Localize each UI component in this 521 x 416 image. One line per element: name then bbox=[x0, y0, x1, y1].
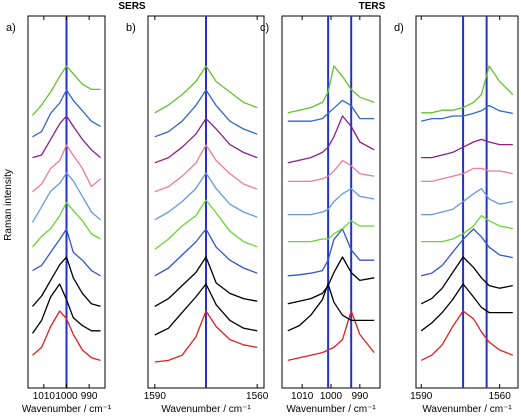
spectrum-trace-1 bbox=[287, 310, 375, 362]
spectrum-trace-2 bbox=[287, 283, 375, 332]
panel-frame bbox=[415, 15, 519, 389]
spectrum-trace-3 bbox=[32, 256, 101, 308]
x-tick-label: 1010 bbox=[33, 391, 56, 402]
spectrum-trace-9 bbox=[154, 89, 258, 138]
spectrum-trace-8 bbox=[32, 115, 101, 159]
spectrum-trace-10 bbox=[32, 65, 101, 116]
x-tick-label: 1590 bbox=[410, 391, 433, 402]
x-tick-label: 1000 bbox=[55, 391, 78, 402]
x-tick-label: 990 bbox=[81, 391, 98, 402]
spectrum-trace-3 bbox=[420, 256, 513, 305]
spectrum-trace-4 bbox=[287, 228, 375, 277]
spectrum-trace-10 bbox=[154, 65, 258, 114]
spectrum-trace-3 bbox=[287, 256, 375, 305]
spectrum-trace-4 bbox=[154, 228, 258, 277]
spectrum-trace-1 bbox=[420, 310, 514, 361]
spectrum-trace-1 bbox=[154, 310, 258, 363]
x-axis-label: Wavenumber / cm⁻¹ bbox=[422, 404, 512, 415]
x-tick-label: 1590 bbox=[144, 391, 167, 402]
x-tick-label: 1010 bbox=[291, 391, 314, 402]
y-axis-label: Raman intensity bbox=[3, 169, 14, 241]
spectrum-trace-6 bbox=[421, 187, 513, 216]
panel-label: d) bbox=[394, 22, 404, 34]
spectrum-trace-7 bbox=[421, 167, 513, 183]
x-tick-label: 1560 bbox=[246, 391, 269, 402]
spectrum-trace-10 bbox=[287, 65, 375, 114]
spectrum-trace-6 bbox=[154, 172, 258, 221]
group-title-ters: TERS bbox=[359, 1, 386, 12]
spectrum-trace-9 bbox=[32, 89, 101, 138]
panel-a: a) 1010 1000 990 Wavenumber / cm⁻¹ bbox=[6, 15, 112, 415]
x-axis-label: Wavenumber / cm⁻¹ bbox=[22, 404, 112, 415]
x-axis-label: Wavenumber / cm⁻¹ bbox=[161, 404, 251, 415]
spectrum-trace-4 bbox=[421, 228, 513, 277]
x-tick-label: 1000 bbox=[320, 391, 343, 402]
spectrum-trace-5 bbox=[287, 220, 375, 243]
spectrum-trace-3 bbox=[154, 256, 258, 307]
spectrum-trace-2 bbox=[154, 283, 258, 336]
spectrum-trace-7 bbox=[32, 144, 101, 193]
panel-frame bbox=[281, 15, 381, 389]
group-title-sers: SERS bbox=[118, 1, 146, 12]
spectrum-trace-10 bbox=[421, 65, 514, 114]
panel-d: d) 1590 1560 Wavenumber / cm⁻¹ bbox=[394, 15, 519, 415]
panel-b: b) 1590 1560 Wavenumber / cm⁻¹ bbox=[126, 15, 269, 415]
spectrum-trace-4 bbox=[32, 228, 101, 277]
x-axis-label: Wavenumber / cm⁻¹ bbox=[286, 404, 376, 415]
spectrum-trace-8 bbox=[421, 138, 513, 159]
panel-label: a) bbox=[6, 22, 16, 34]
x-tick-label: 1560 bbox=[489, 391, 512, 402]
spectrum-trace-5 bbox=[32, 201, 101, 248]
spectrum-trace-7 bbox=[154, 144, 258, 193]
spectrum-trace-6 bbox=[31, 172, 101, 223]
spectrum-trace-8 bbox=[154, 117, 258, 164]
spectrum-trace-7 bbox=[287, 159, 375, 183]
spectrum-trace-2 bbox=[31, 283, 101, 334]
spectrum-trace-2 bbox=[420, 283, 513, 332]
panel-label: b) bbox=[126, 22, 136, 34]
spectrum-trace-9 bbox=[421, 104, 513, 122]
spectrum-trace-5 bbox=[154, 199, 258, 250]
spectrum-trace-6 bbox=[287, 187, 375, 216]
spectrum-trace-1 bbox=[32, 310, 101, 362]
spectrum-trace-5 bbox=[421, 214, 513, 243]
panel-label: c) bbox=[260, 22, 269, 34]
spectrum-trace-9 bbox=[287, 99, 375, 122]
spectrum-trace-8 bbox=[287, 115, 375, 164]
x-tick-label: 990 bbox=[351, 391, 368, 402]
panel-c: c) 1010 1000 990 Wavenumber / cm⁻¹ bbox=[260, 15, 381, 415]
